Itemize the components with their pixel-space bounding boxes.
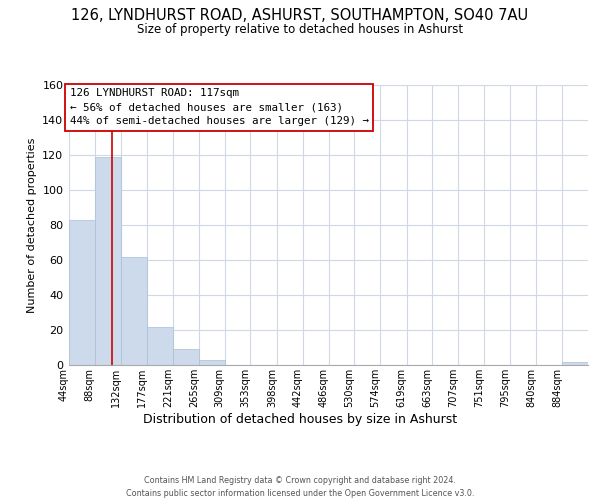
- Bar: [199, 360, 224, 365]
- Text: 126, LYNDHURST ROAD, ASHURST, SOUTHAMPTON, SO40 7AU: 126, LYNDHURST ROAD, ASHURST, SOUTHAMPTO…: [71, 8, 529, 22]
- Text: Size of property relative to detached houses in Ashurst: Size of property relative to detached ho…: [137, 22, 463, 36]
- Text: Contains HM Land Registry data © Crown copyright and database right 2024.
Contai: Contains HM Land Registry data © Crown c…: [126, 476, 474, 498]
- Bar: [69, 220, 95, 365]
- Bar: [95, 156, 121, 365]
- Y-axis label: Number of detached properties: Number of detached properties: [27, 138, 37, 312]
- Text: Distribution of detached houses by size in Ashurst: Distribution of detached houses by size …: [143, 412, 457, 426]
- Bar: [147, 326, 173, 365]
- Bar: [562, 362, 588, 365]
- Text: 126 LYNDHURST ROAD: 117sqm
← 56% of detached houses are smaller (163)
44% of sem: 126 LYNDHURST ROAD: 117sqm ← 56% of deta…: [70, 88, 368, 126]
- Bar: [173, 349, 199, 365]
- Bar: [121, 256, 147, 365]
